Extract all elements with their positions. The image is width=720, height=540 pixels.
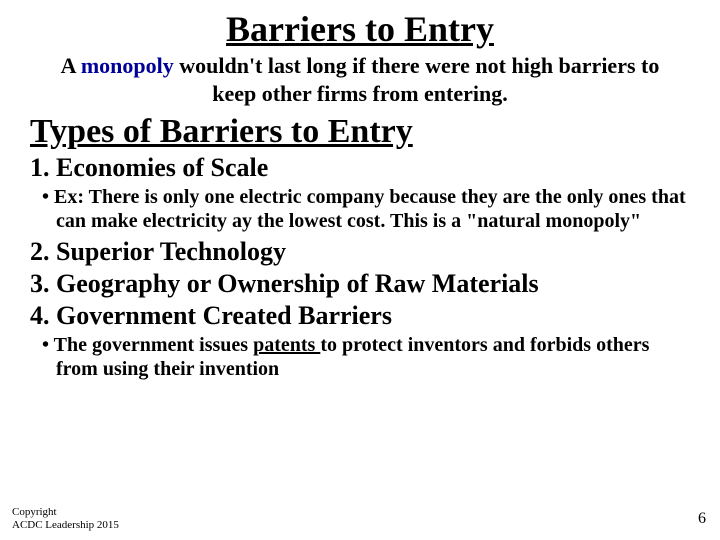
footer-line-2: ACDC Leadership 2015 <box>12 519 119 532</box>
barrier-item-4-example: The government issues patents to protect… <box>30 333 690 381</box>
barrier-item-4: 4. Government Created Barriers <box>30 301 690 331</box>
barrier-item-2: 2. Superior Technology <box>30 237 690 267</box>
copyright-footer: Copyright ACDC Leadership 2015 <box>12 506 119 532</box>
bullet2-pre: The government issues <box>54 334 253 356</box>
slide-title: Barriers to Entry <box>30 8 690 50</box>
barrier-item-1: 1. Economies of Scale <box>30 153 690 183</box>
footer-line-1: Copyright <box>12 506 119 519</box>
section-title: Types of Barriers to Entry <box>30 113 690 151</box>
page-number: 6 <box>698 510 706 528</box>
slide-subtitle: A monopoly wouldn't last long if there w… <box>30 52 690 107</box>
bullet2-underline: patents <box>253 334 320 356</box>
barrier-item-3: 3. Geography or Ownership of Raw Materia… <box>30 269 690 299</box>
slide-content: Barriers to Entry A monopoly wouldn't la… <box>0 0 720 381</box>
barrier-item-1-example: Ex: There is only one electric company b… <box>30 185 690 233</box>
